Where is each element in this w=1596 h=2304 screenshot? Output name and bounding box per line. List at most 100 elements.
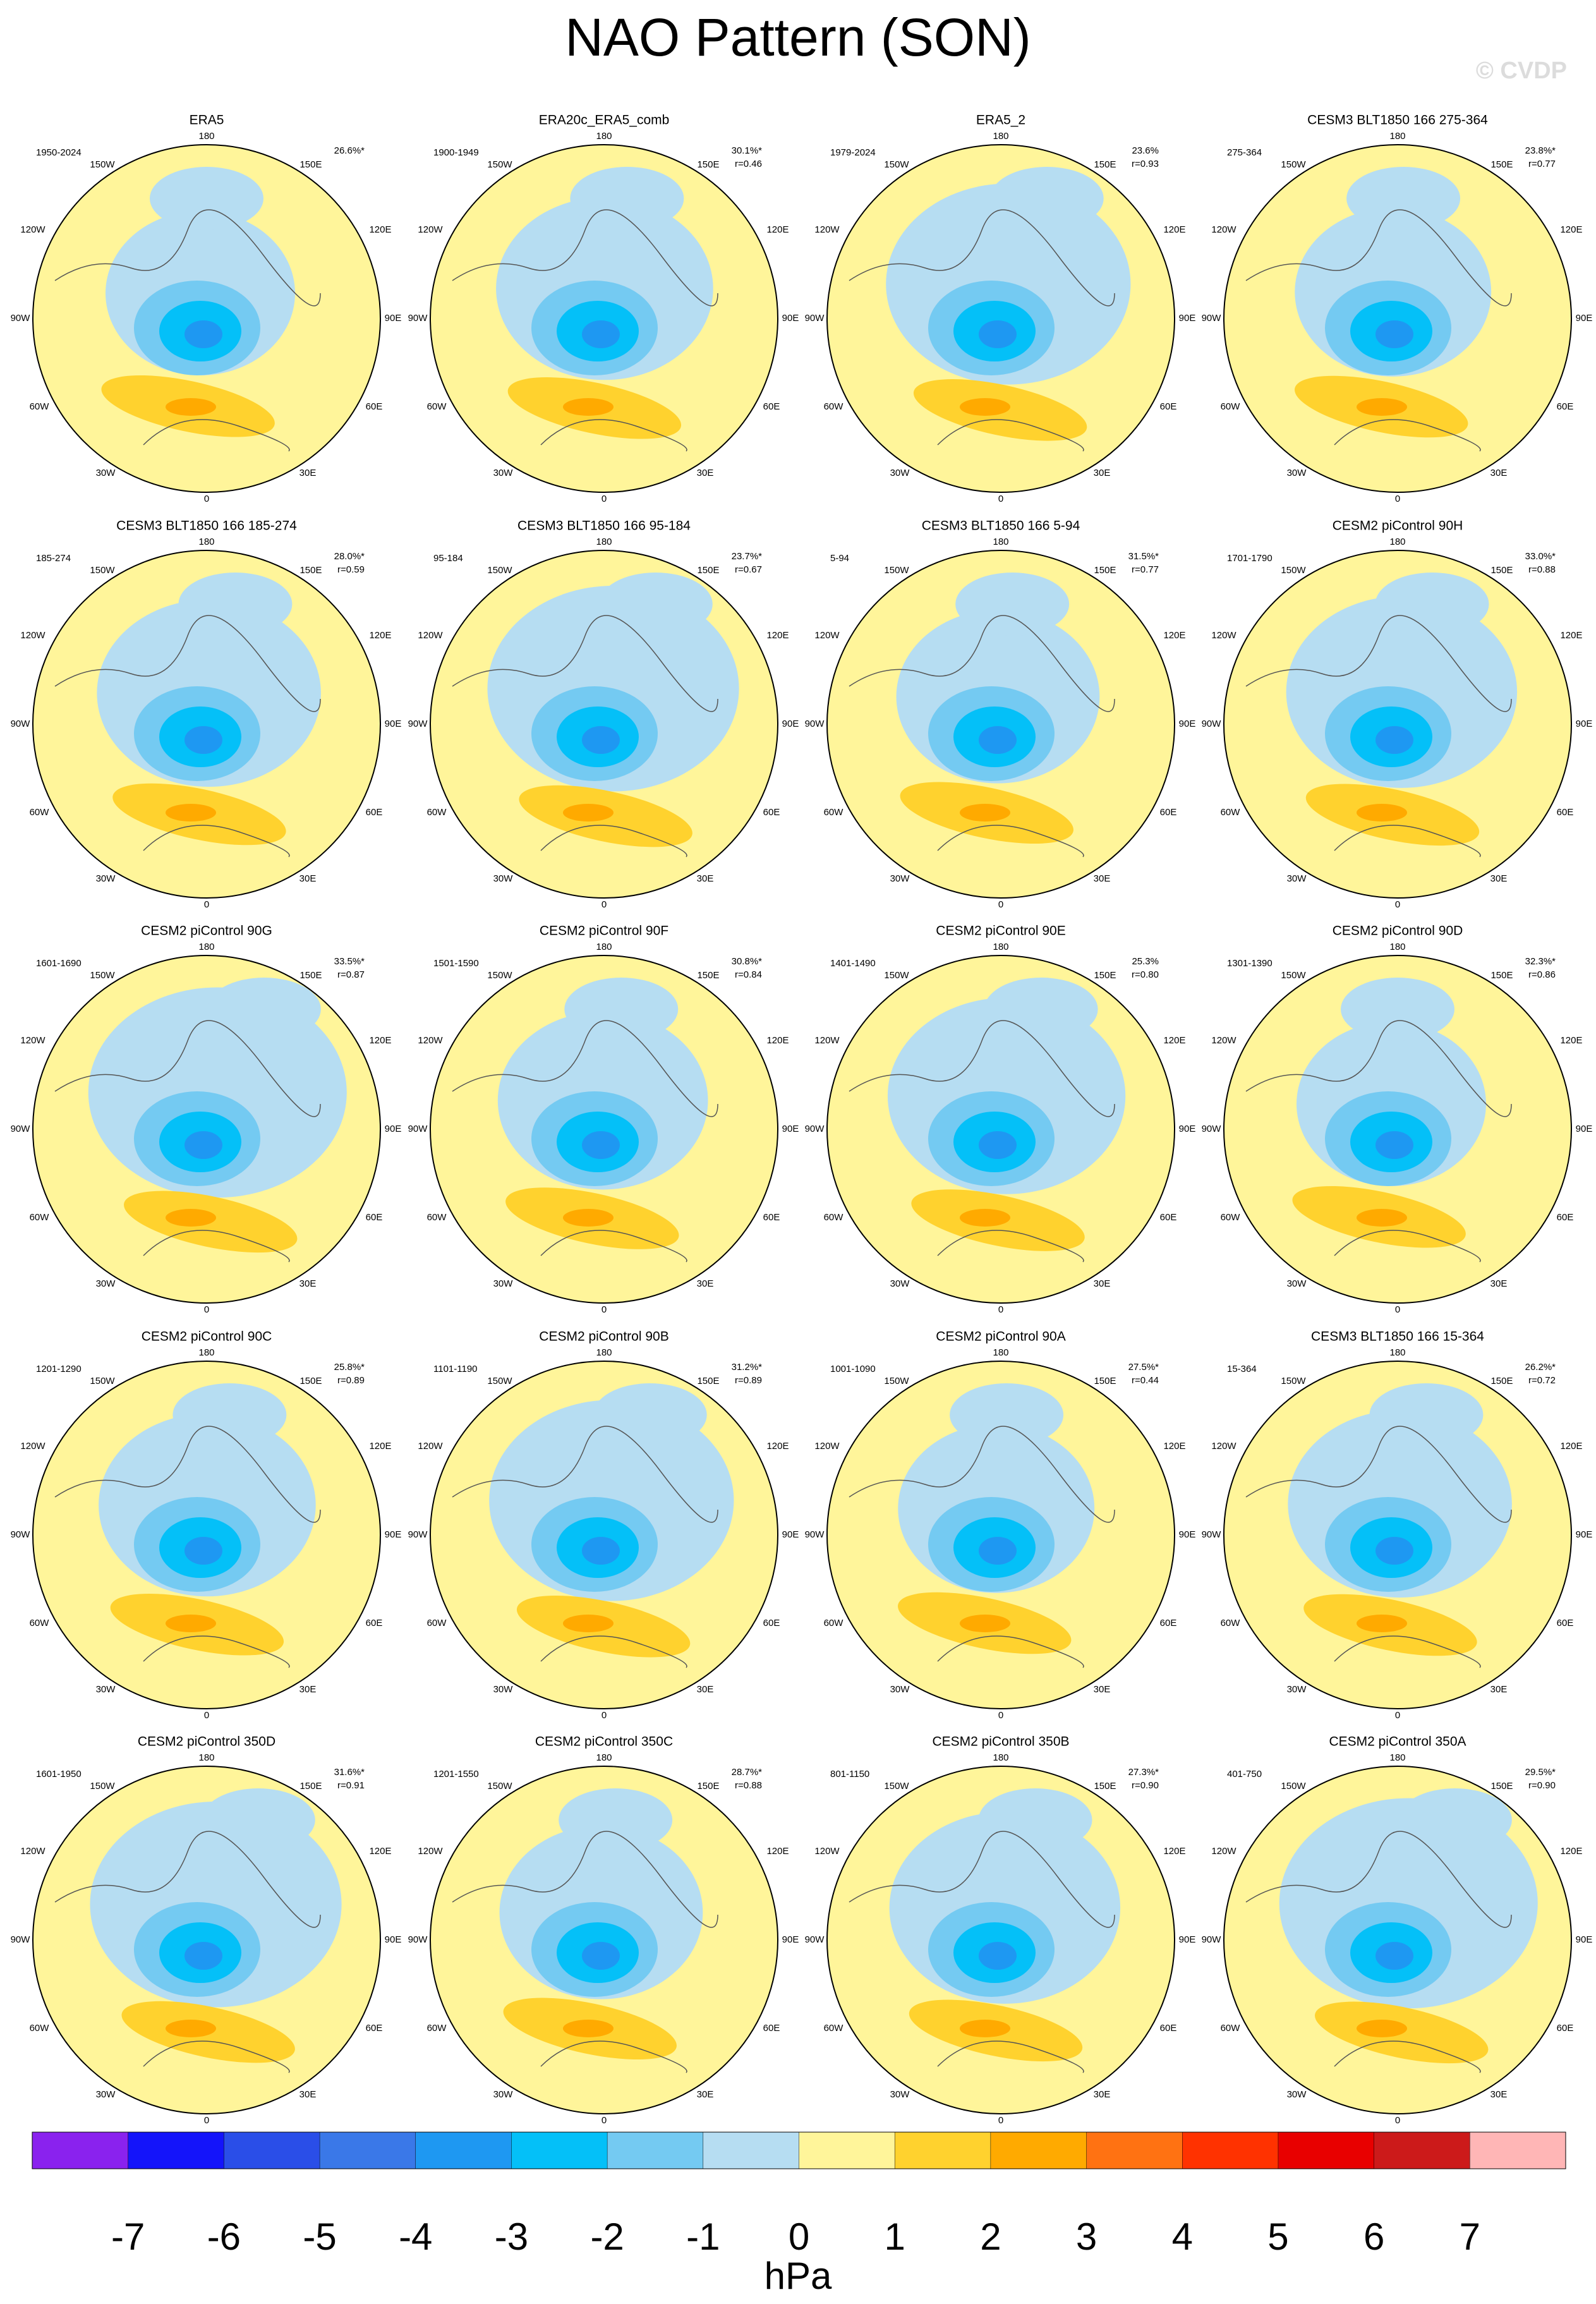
coastline bbox=[1245, 1426, 1512, 1668]
longitude-label: 150W bbox=[1281, 1781, 1306, 1792]
longitude-label: 120W bbox=[20, 630, 45, 641]
colorbar-box bbox=[320, 2132, 416, 2169]
longitude-label: 150W bbox=[884, 565, 909, 576]
longitude-label: 120W bbox=[20, 224, 45, 235]
field-blue bbox=[979, 726, 1017, 754]
map-border bbox=[32, 550, 381, 899]
panel-title: CESM2 piControl 90B bbox=[539, 1330, 668, 1344]
map-border bbox=[430, 955, 778, 1304]
longitude-label: 150E bbox=[697, 970, 719, 981]
longitude-label: 90E bbox=[782, 1529, 799, 1540]
longitude-label: 30W bbox=[493, 1278, 514, 1289]
field-orange bbox=[166, 1615, 216, 1632]
panel-title: CESM2 piControl 90A bbox=[936, 1330, 1065, 1344]
longitude-label: 180 bbox=[596, 1752, 612, 1763]
longitude-label: 120W bbox=[20, 1441, 45, 1452]
longitude-label: 90W bbox=[11, 313, 31, 324]
coastline bbox=[452, 1831, 718, 2073]
longitude-label: 180 bbox=[198, 131, 214, 142]
panel-correlation: r=0.90 bbox=[1132, 1780, 1159, 1791]
longitude-label: 150E bbox=[1094, 1781, 1116, 1792]
field-orange bbox=[1357, 1209, 1407, 1227]
panel-correlation: r=0.93 bbox=[1132, 159, 1159, 169]
longitude-label: 90W bbox=[408, 718, 428, 729]
longitude-label: 60W bbox=[824, 2023, 844, 2034]
longitude-label: 150E bbox=[697, 1781, 719, 1792]
longitude-label: 120E bbox=[369, 224, 391, 235]
panel-percent: 32.3%* bbox=[1525, 956, 1556, 967]
longitude-label: 30W bbox=[96, 873, 116, 884]
panel-period: 1401-1490 bbox=[830, 958, 876, 969]
panel-correlation: r=0.67 bbox=[735, 564, 762, 575]
longitude-label: 150W bbox=[487, 1376, 512, 1386]
map-panel: CESM2 piControl 90D 1301-1390 32.3%* r=0.86… bbox=[1202, 924, 1593, 1315]
longitude-label: 150W bbox=[884, 1376, 909, 1386]
panel-period: 95-184 bbox=[433, 553, 463, 564]
longitude-label: 30E bbox=[1490, 1684, 1508, 1695]
longitude-label: 30E bbox=[299, 468, 317, 478]
longitude-label: 120E bbox=[369, 630, 391, 641]
map-panel: CESM3 BLT1850 166 275-364 275-364 23.8%* r=… bbox=[1202, 113, 1593, 504]
longitude-label: 60W bbox=[824, 1212, 844, 1223]
panel-period: 1950-2024 bbox=[36, 147, 82, 158]
coastline bbox=[1245, 209, 1512, 452]
longitude-label: 90E bbox=[385, 1934, 402, 1945]
longitude-label: 30E bbox=[697, 1278, 714, 1289]
longitude-label: 150W bbox=[90, 970, 115, 981]
longitude-label: 180 bbox=[993, 131, 1008, 142]
field-orange bbox=[1357, 398, 1407, 416]
field-blue bbox=[582, 320, 620, 348]
longitude-label: 30W bbox=[890, 1684, 910, 1695]
longitude-label: 60E bbox=[763, 401, 780, 412]
map-border bbox=[430, 1361, 778, 1709]
panel-period: 185-274 bbox=[36, 553, 71, 564]
field-blue bbox=[184, 726, 222, 754]
longitude-label: 60W bbox=[427, 401, 447, 412]
longitude-label: 180 bbox=[1389, 131, 1405, 142]
panel-percent: 28.0%* bbox=[334, 551, 365, 562]
map-panel: CESM2 piControl 350C 1201-1550 28.7%* r=0.8… bbox=[408, 1735, 799, 2126]
field-light-blue bbox=[598, 573, 713, 636]
map-field bbox=[430, 1766, 778, 2114]
coastline bbox=[54, 615, 321, 858]
longitude-label: 120W bbox=[814, 630, 840, 641]
longitude-label: 90E bbox=[385, 718, 402, 729]
map-field bbox=[430, 955, 778, 1303]
panel-period: 15-364 bbox=[1227, 1364, 1257, 1374]
longitude-label: 180 bbox=[993, 942, 1008, 952]
panel-period: 1900-1949 bbox=[433, 147, 479, 158]
longitude-label: 30E bbox=[1094, 873, 1111, 884]
longitude-label: 180 bbox=[1389, 942, 1405, 952]
map-field bbox=[1224, 1361, 1571, 1709]
longitude-label: 60E bbox=[763, 1212, 780, 1223]
coastline bbox=[1245, 1831, 1512, 2073]
map-field bbox=[33, 1766, 380, 2114]
longitude-label: 150E bbox=[697, 565, 719, 576]
longitude-label: 120E bbox=[369, 1035, 391, 1046]
colorbar-tick-label: 1 bbox=[885, 2216, 905, 2258]
map-border bbox=[826, 955, 1175, 1304]
map-border bbox=[826, 550, 1175, 899]
longitude-label: 150W bbox=[1281, 1376, 1306, 1386]
coastline bbox=[54, 1426, 321, 1668]
map-border bbox=[1223, 1361, 1572, 1709]
longitude-label: 90E bbox=[1576, 1934, 1593, 1945]
longitude-label: 60W bbox=[1221, 807, 1241, 818]
longitude-label: 180 bbox=[1389, 1347, 1405, 1358]
field-orange bbox=[563, 2020, 614, 2037]
colorbar-tick-label: -2 bbox=[590, 2216, 624, 2258]
longitude-label: 30E bbox=[1490, 2089, 1508, 2100]
longitude-label: 90E bbox=[782, 313, 799, 324]
longitude-label: 120E bbox=[766, 224, 789, 235]
longitude-label: 60E bbox=[366, 2023, 383, 2034]
panel-correlation: r=0.59 bbox=[337, 564, 365, 575]
panel-correlation: r=0.84 bbox=[735, 969, 762, 980]
panel-correlation: r=0.77 bbox=[1528, 159, 1556, 169]
longitude-label: 0 bbox=[998, 1304, 1003, 1315]
panel-period: 1201-1290 bbox=[36, 1364, 82, 1374]
map-field bbox=[1224, 955, 1571, 1303]
longitude-label: 90W bbox=[408, 313, 428, 324]
field-orange bbox=[166, 1209, 216, 1227]
colorbar-box bbox=[511, 2132, 608, 2169]
